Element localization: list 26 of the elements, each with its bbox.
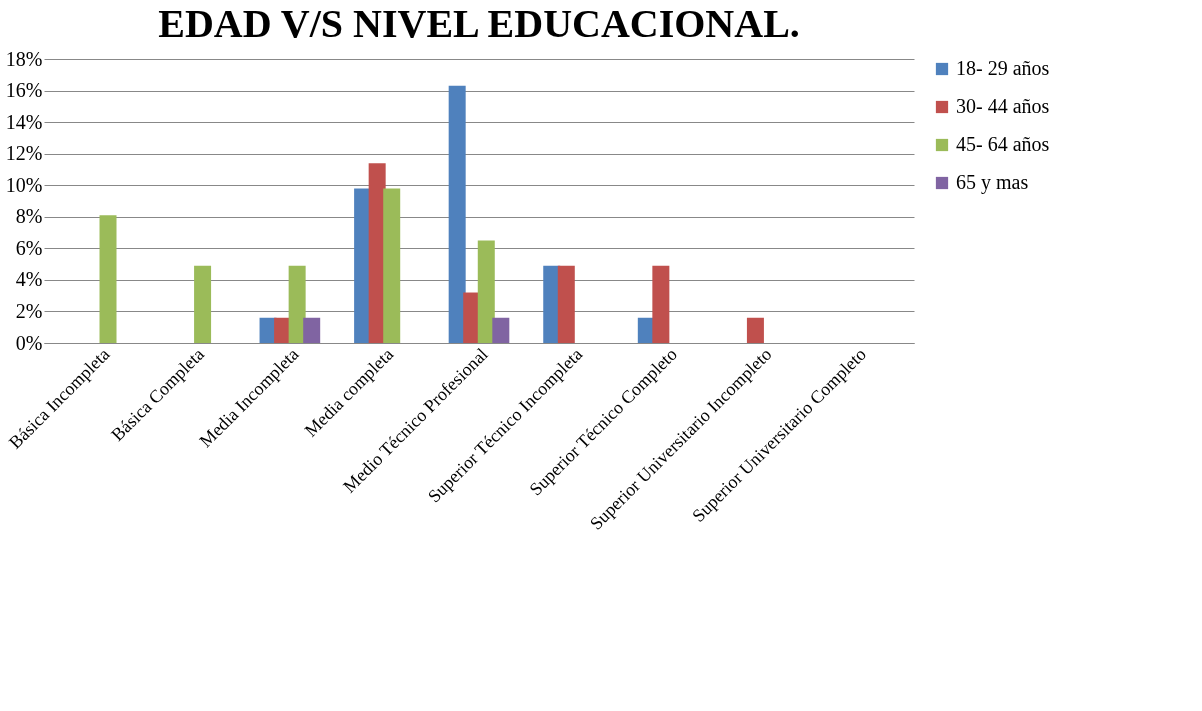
- y-tick-label: 16%: [5, 79, 43, 102]
- bar: [746, 317, 764, 343]
- bar: [557, 265, 575, 343]
- bar: [652, 265, 670, 343]
- y-tick-label: 12%: [5, 142, 43, 165]
- bar: [99, 215, 117, 343]
- legend-label: 18- 29 años: [956, 57, 1050, 79]
- legend-label: 45- 64 años: [956, 133, 1050, 155]
- bar: [383, 188, 401, 343]
- bar: [492, 317, 510, 343]
- y-tick-label: 0%: [15, 331, 43, 354]
- y-tick-label: 2%: [15, 299, 43, 322]
- y-tick-label: 10%: [5, 173, 43, 196]
- y-tick-label: 6%: [15, 236, 43, 259]
- y-tick-label: 8%: [15, 205, 43, 228]
- y-tick-label: 14%: [5, 110, 43, 133]
- bar: [303, 317, 321, 343]
- legend-label: 30- 44 años: [956, 95, 1050, 117]
- legend-label: 65 y mas: [956, 171, 1029, 194]
- bar: [448, 85, 466, 343]
- bar: [477, 240, 495, 343]
- y-tick-label: 4%: [15, 268, 43, 291]
- y-tick-label: 18%: [5, 47, 43, 70]
- bar: [288, 265, 306, 343]
- chart-title: EDAD V/S NIVEL EDUCACIONAL.: [158, 1, 800, 46]
- bar: [194, 265, 212, 343]
